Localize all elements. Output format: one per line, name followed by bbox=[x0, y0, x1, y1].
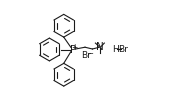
Text: Br: Br bbox=[82, 51, 92, 60]
Text: H: H bbox=[112, 45, 119, 53]
Text: −: − bbox=[87, 51, 93, 57]
Text: Br: Br bbox=[118, 45, 128, 53]
Text: P: P bbox=[70, 44, 76, 55]
Text: +: + bbox=[72, 43, 78, 52]
Text: N: N bbox=[96, 42, 104, 52]
